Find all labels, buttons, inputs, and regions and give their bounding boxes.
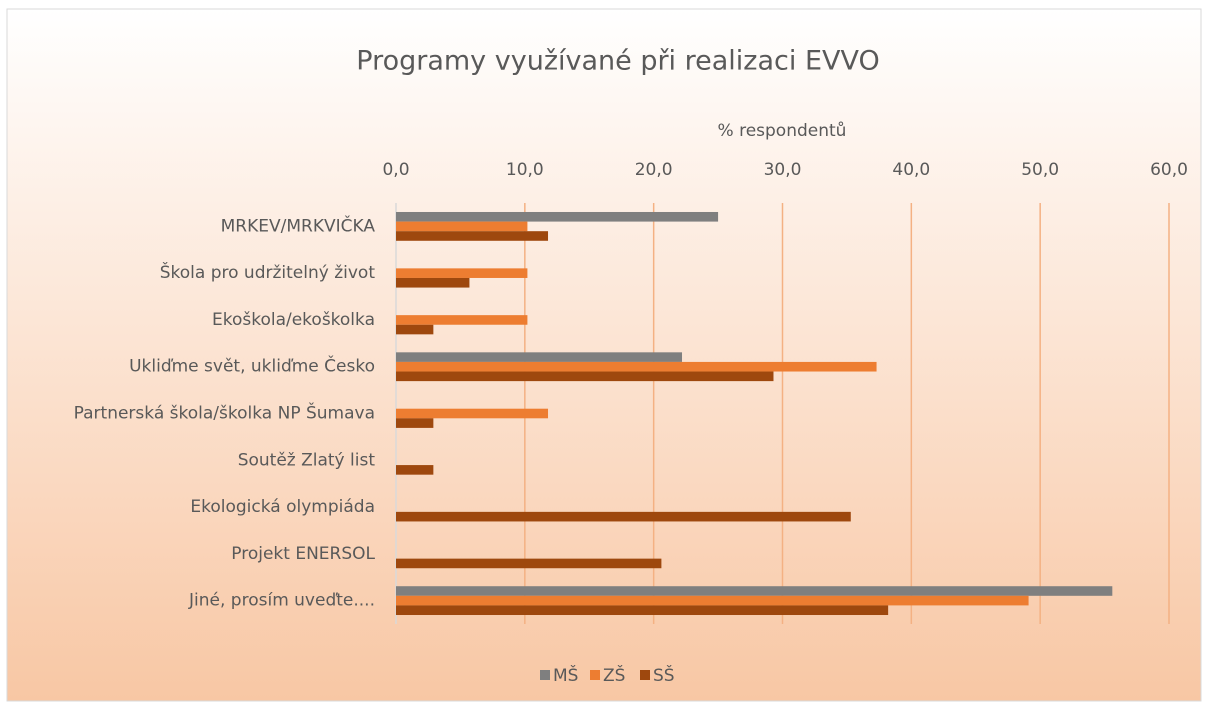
bar (396, 408, 549, 419)
x-tick-label: 40,0 (892, 160, 930, 180)
bar (396, 511, 851, 522)
bar (396, 315, 528, 325)
bar (396, 586, 1113, 596)
bar (396, 465, 434, 475)
bar (396, 231, 549, 241)
legend-label: SŠ (653, 664, 675, 686)
bar (396, 595, 1029, 606)
legend-label: ZŠ (603, 664, 625, 686)
y-tick-label: Soutěž Zlatý list (238, 450, 376, 470)
bar (396, 324, 434, 335)
y-tick-label: Ekoškola/ekoškolka (212, 310, 375, 330)
bar (396, 352, 683, 362)
bar (396, 605, 889, 616)
x-tick-label: 20,0 (635, 160, 673, 180)
y-tick-label: Projekt ENERSOL (231, 544, 375, 564)
y-tick-label: Ukliďme svět, ukliďme Česko (129, 355, 375, 377)
y-tick-label: Ekologická olympiáda (190, 497, 375, 517)
chart-title: Programy využívané při realizaci EVVO (356, 46, 879, 77)
legend-label: MŠ (553, 664, 578, 686)
legend-swatch (540, 670, 550, 680)
y-tick-label: Škola pro udržitelný život (160, 261, 376, 283)
x-tick-label: 0,0 (382, 160, 409, 180)
legend-swatch (590, 670, 600, 680)
bar (396, 361, 877, 372)
x-tick-label: 10,0 (506, 160, 544, 180)
x-axis-title: % respondentů (718, 121, 847, 141)
bar (396, 268, 528, 278)
y-tick-label: Jiné, prosím uveďte.... (188, 591, 375, 611)
bar (396, 221, 528, 232)
x-tick-label: 30,0 (764, 160, 802, 180)
bar (396, 277, 470, 288)
legend-swatch (640, 670, 650, 680)
x-tick-label: 60,0 (1150, 160, 1188, 180)
y-tick-label: MRKEV/MRKVIČKA (221, 214, 376, 236)
x-tick-label: 50,0 (1021, 160, 1059, 180)
bar (396, 211, 719, 222)
bar (396, 558, 662, 569)
y-tick-label: Partnerská škola/školka NP Šumava (74, 402, 375, 424)
bar (396, 371, 774, 382)
bar (396, 418, 434, 428)
